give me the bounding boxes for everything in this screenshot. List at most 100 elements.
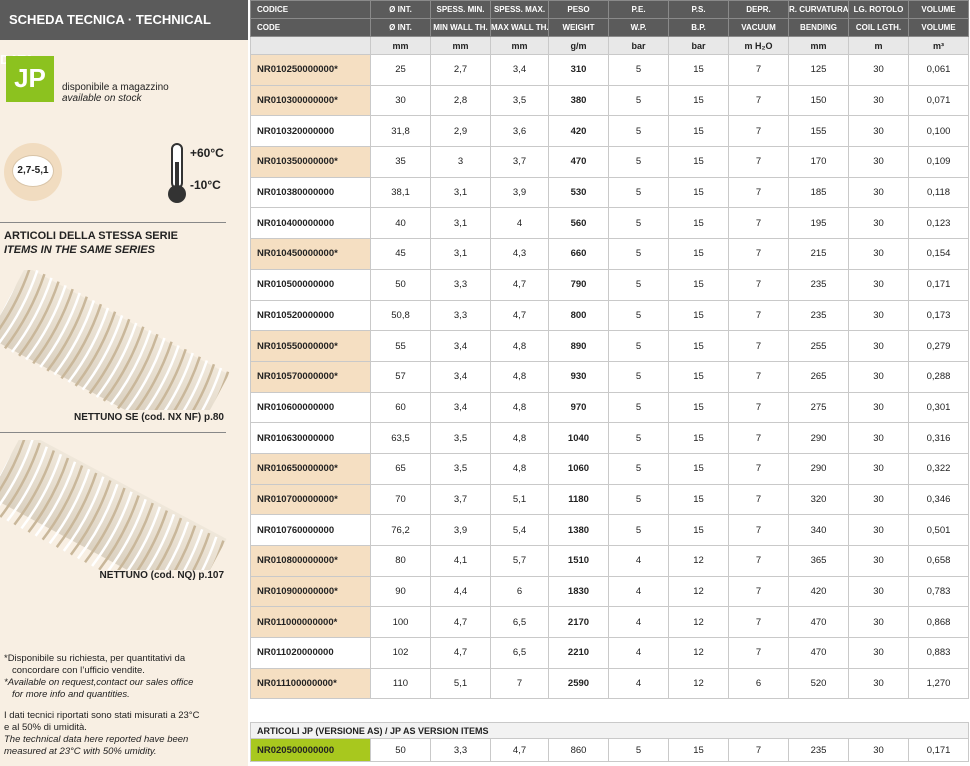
coil (95, 322, 138, 398)
header-cell: BENDING (788, 18, 849, 37)
value-cell: 2,8 (430, 84, 491, 117)
value-cell: 12 (668, 545, 729, 577)
value-cell: 0,171 (907, 738, 970, 762)
value-cell: 15 (668, 738, 729, 762)
value-cell: 4,8 (490, 391, 549, 424)
header-cell: VOLUME (908, 18, 969, 37)
coil (46, 296, 88, 372)
note-line: measured at 23°C with 50% umidity. (4, 746, 157, 757)
header-cell: SPESS. MAX. (490, 0, 549, 19)
value-cell: 45 (370, 238, 431, 270)
value-cell: 365 (788, 545, 849, 577)
data-row: NR010520000000 50,8 3,3 4,7 800 5 15 7 235 30 0,17… (250, 299, 969, 332)
value-cell: 255 (788, 330, 849, 362)
value-cell: 30 (848, 268, 909, 301)
coil (0, 270, 39, 346)
hose-image (0, 270, 230, 410)
value-cell: 5 (608, 268, 669, 301)
value-cell: 4 (608, 667, 669, 700)
value-cell: 3,5 (430, 422, 491, 454)
coil (116, 333, 159, 410)
value-cell: 15 (668, 360, 729, 393)
data-row: NR010700000000* 70 3,7 5,1 1180 5 15 7 320 30 0,34… (250, 483, 969, 516)
note-measurement: I dati tecnici riportati sono stati misu… (4, 710, 199, 758)
coil (138, 345, 180, 410)
value-cell: 0,322 (908, 452, 969, 485)
coil (0, 270, 32, 342)
code-cell: NR010380000000 (250, 176, 371, 209)
code-cell: NR010550000000* (250, 330, 371, 362)
value-cell: 3,5 (490, 84, 549, 117)
value-cell: 2,7 (430, 54, 491, 86)
value-cell: 30 (848, 637, 909, 669)
value-cell: 30 (848, 575, 909, 608)
value-cell: 30 (848, 606, 909, 639)
code-cell: NR011020000000 (250, 637, 371, 669)
coil (25, 285, 67, 361)
coil (159, 356, 201, 410)
code-cell: NR010630000000 (250, 422, 371, 454)
coil (84, 487, 126, 563)
value-cell: 1380 (548, 514, 609, 546)
coil (133, 513, 176, 570)
value-cell: 6 (728, 667, 789, 700)
as-table: ARTICOLI JP (VERSIONE AS) / JP AS VERSIO… (249, 722, 970, 762)
code-cell: NR010600000000 (250, 391, 371, 424)
header-cell: mm (370, 36, 431, 55)
value-cell: 520 (788, 667, 849, 700)
value-cell: 0,288 (908, 360, 969, 393)
data-row: NR010350000000* 35 3 3,7 470 5 15 7 170 30 0,109 (250, 146, 969, 178)
value-cell: 0,109 (908, 146, 969, 178)
value-cell: 7 (728, 391, 789, 424)
value-cell: 12 (668, 606, 729, 639)
header-cell: mm (788, 36, 849, 55)
note-line: I dati tecnici riportati sono stati misu… (4, 710, 200, 721)
value-cell: 5 (608, 238, 669, 270)
value-cell: 790 (548, 268, 609, 301)
value-cell: 4,8 (490, 452, 549, 485)
value-cell: 30 (848, 514, 909, 546)
value-cell: 12 (668, 667, 729, 700)
coil (168, 532, 211, 570)
data-row: NR020500000000 50 3,3 4,7 860 5 15 7 235 30 0,171 (250, 738, 970, 762)
value-cell: 0,279 (908, 330, 969, 362)
header-row: CODE Ø INT. MIN WALL TH. MAX WALL TH. WEIGHT… (250, 18, 969, 37)
note-line: The technical data here reported have be… (4, 734, 189, 745)
header-cell: m (848, 36, 909, 55)
value-cell: 4,4 (430, 575, 491, 608)
value-cell: 12 (668, 575, 729, 608)
value-cell: 0,154 (908, 238, 969, 270)
value-cell: 1060 (548, 452, 609, 485)
value-cell: 0,123 (908, 207, 969, 240)
value-cell: 4,8 (490, 422, 549, 454)
value-cell: 70 (370, 483, 431, 516)
header-cell: bar (608, 36, 669, 55)
value-cell: 5 (608, 391, 669, 424)
value-cell: 30 (848, 391, 909, 424)
value-cell: 4,7 (490, 299, 549, 332)
coil (0, 442, 41, 518)
value-cell: 5,1 (490, 483, 549, 516)
coil (187, 371, 230, 410)
value-cell: 7 (728, 452, 789, 485)
header-cell: mm (430, 36, 491, 55)
coil (0, 440, 27, 511)
as-title: ARTICOLI JP (VERSIONE AS) / JP AS VERSIO… (249, 722, 970, 739)
value-cell: 3,1 (430, 238, 491, 270)
value-cell: 5,1 (430, 667, 491, 700)
value-cell: 265 (788, 360, 849, 393)
header-row: mm mm mm g/m bar bar m H₂O mm m m³ (250, 36, 969, 55)
coil (105, 498, 147, 570)
value-cell: 15 (668, 207, 729, 240)
value-cell: 102 (370, 637, 431, 669)
coil (152, 352, 194, 410)
stock-logo: JP (6, 56, 54, 102)
value-cell: 6,5 (490, 637, 549, 669)
value-cell: 4,7 (490, 268, 549, 301)
header-cell: COIL LGTH. (848, 18, 909, 37)
value-cell: 3,7 (430, 483, 491, 516)
value-cell: 290 (788, 452, 849, 485)
value-cell: 4,7 (430, 637, 491, 669)
value-cell: 7 (728, 606, 789, 639)
header-cell: B.P. (668, 18, 729, 37)
